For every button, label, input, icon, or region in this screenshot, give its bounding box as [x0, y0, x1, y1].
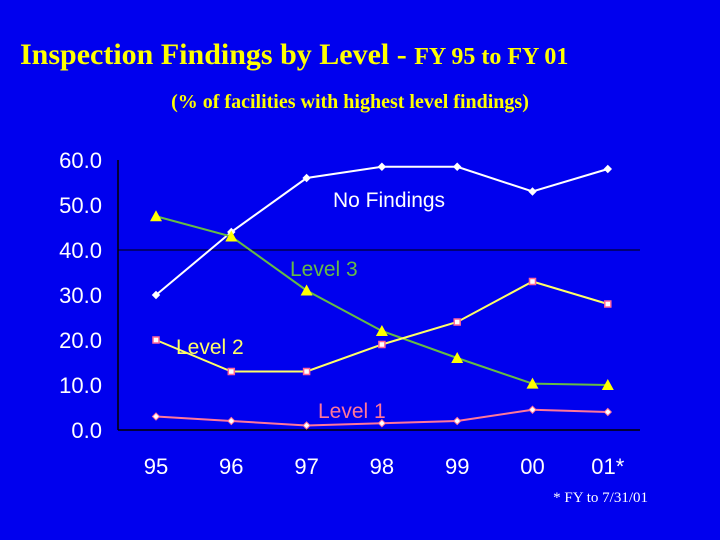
y-tick-label: 50.0 — [59, 193, 102, 218]
series-line — [155, 165, 609, 296]
chart-subtitle: (% of facilities with highest level find… — [171, 91, 529, 113]
x-tick-labels: 95 96 97 98 99 00 01* — [144, 454, 625, 479]
data-point — [377, 419, 387, 428]
y-tick-label: 40.0 — [59, 238, 102, 263]
label-no-findings: No Findings — [333, 189, 445, 212]
x-tick-label: 95 — [144, 454, 168, 479]
data-point — [152, 336, 160, 344]
label-level-3: Level 3 — [290, 258, 358, 281]
x-tick-label: 01* — [591, 454, 624, 479]
data-point — [300, 284, 313, 296]
data-point — [377, 162, 387, 171]
y-tick-label: 10.0 — [59, 373, 102, 398]
data-point — [528, 277, 537, 286]
data-point — [453, 318, 461, 326]
data-point — [151, 412, 161, 421]
x-tick-label: 99 — [445, 454, 469, 479]
x-tick-label: 98 — [370, 454, 394, 479]
data-point — [452, 416, 462, 426]
data-point — [150, 210, 162, 222]
chart-title-main: Inspection Findings by Level - — [20, 38, 414, 71]
data-point — [302, 367, 311, 376]
x-tick-label: 00 — [520, 454, 544, 479]
data-point — [604, 300, 612, 308]
data-point — [227, 367, 236, 376]
data-point — [603, 407, 613, 417]
y-tick-label: 30.0 — [59, 283, 102, 308]
data-point — [375, 325, 388, 336]
chart-title-sub: FY 95 to FY 01 — [414, 44, 568, 70]
data-point — [526, 377, 539, 389]
x-tick-label: 96 — [219, 454, 243, 479]
y-tick-label: 20.0 — [59, 328, 102, 353]
x-tick-label: 97 — [294, 454, 318, 479]
y-tick-label: 0.0 — [71, 418, 102, 443]
series-line — [155, 215, 608, 386]
data-point — [227, 416, 236, 426]
data-point — [378, 340, 386, 349]
data-point — [225, 230, 238, 242]
label-level-2: Level 2 — [176, 336, 244, 359]
data-point — [601, 379, 614, 390]
series-markers — [150, 162, 614, 430]
data-point — [451, 352, 464, 363]
footnote: * FY to 7/31/01 — [553, 490, 648, 506]
y-tick-label: 60.0 — [59, 148, 102, 173]
data-point — [528, 405, 537, 414]
data-point — [528, 187, 537, 196]
data-point — [151, 290, 161, 300]
y-tick-labels: 60.0 50.0 40.0 30.0 20.0 10.0 0.0 — [59, 148, 102, 443]
data-point — [302, 173, 311, 183]
data-point — [302, 421, 311, 430]
data-point — [452, 162, 462, 171]
label-level-1: Level 1 — [318, 400, 386, 423]
data-point — [603, 164, 613, 174]
chart-title: Inspection Findings by Level - FY 95 to … — [20, 38, 568, 71]
